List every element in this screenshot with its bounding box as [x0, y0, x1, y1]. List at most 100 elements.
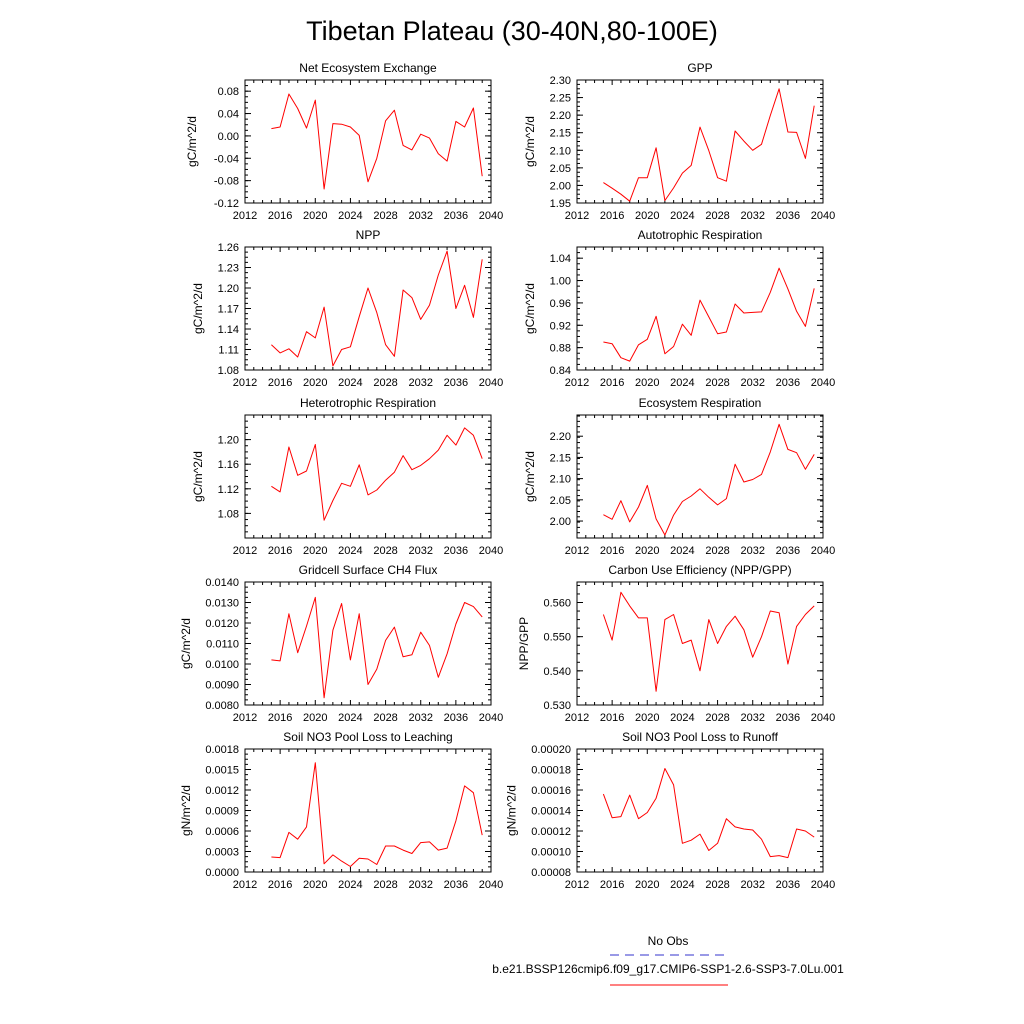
y-tick-label: 0.0009	[205, 806, 239, 818]
x-tick-label: 2032	[740, 712, 764, 724]
y-tick-label: 0.00014	[531, 806, 571, 818]
y-axis-label: gN/m^2/d	[505, 785, 519, 836]
y-tick-label: 2.15	[550, 452, 571, 464]
y-axis-label: gC/m^2/d	[179, 618, 193, 669]
x-tick-label: 2016	[268, 545, 292, 557]
x-tick-label: 2032	[408, 210, 432, 222]
figure-title: Tibetan Plateau (30-40N,80-100E)	[306, 16, 718, 46]
x-tick-label: 2040	[811, 712, 835, 724]
y-tick-label: 0.0012	[205, 785, 239, 797]
legend-label-model-run: b.e21.BSSP126cmip6.f09_g17.CMIP6-SSP1-2.…	[492, 962, 844, 976]
x-tick-label: 2032	[408, 545, 432, 557]
y-tick-label: 0.540	[543, 666, 571, 678]
series-line	[271, 93, 483, 190]
panel-9: 2012 2016 2020 2024 2028 2032 2036 2040 0.0000 0.…	[179, 730, 503, 891]
plot-frame	[576, 79, 824, 204]
x-tick-label: 2020	[635, 879, 659, 891]
y-tick-label: 2.00	[550, 516, 571, 528]
y-tick-label: 1.26	[218, 242, 239, 254]
x-tick-label: 2016	[600, 545, 624, 557]
x-tick-label: 2012	[233, 545, 257, 557]
x-tick-label: 2032	[740, 879, 764, 891]
y-tick-label: 0.08	[218, 86, 239, 98]
x-tick-label: 2040	[811, 210, 835, 222]
legend-label-no-obs: No Obs	[648, 934, 689, 948]
x-tick-label: 2024	[670, 712, 694, 724]
panel-title: Gridcell Surface CH4 Flux	[299, 563, 438, 577]
x-tick-label: 2028	[705, 545, 729, 557]
y-tick-label: 0.0003	[205, 847, 239, 859]
x-tick-label: 2036	[776, 712, 800, 724]
panel-6: 2012 2016 2020 2024 2028 2032 2036 2040 2.00 2.05…	[523, 396, 835, 557]
panel-2: 2012 2016 2020 2024 2028 2032 2036 2040 1.95 2.00…	[523, 61, 835, 222]
x-tick-label: 2020	[303, 545, 327, 557]
y-tick-label: 0.0006	[205, 826, 239, 838]
y-tick-label: 0.530	[543, 700, 571, 712]
x-tick-label: 2036	[444, 545, 468, 557]
y-tick-label: 1.20	[218, 283, 239, 295]
y-tick-label: 0.00008	[531, 867, 571, 879]
legend: No Obs b.e21.BSSP126cmip6.f09_g17.CMIP6-…	[492, 934, 844, 986]
x-tick-label: 2032	[408, 879, 432, 891]
series-line	[271, 427, 483, 521]
y-axis-label: gC/m^2/d	[191, 283, 205, 334]
y-tick-label: 0.96	[550, 298, 571, 310]
x-tick-label: 2032	[740, 210, 764, 222]
panel-1: 2012 2016 2020 2024 2028 2032 2036 2040 -0.12 -0.…	[185, 61, 503, 222]
x-tick-label: 2028	[373, 210, 397, 222]
x-tick-label: 2036	[776, 545, 800, 557]
x-tick-label: 2020	[303, 879, 327, 891]
y-tick-label: 2.30	[550, 75, 571, 87]
x-tick-label: 2028	[705, 879, 729, 891]
x-tick-label: 2040	[479, 377, 503, 389]
y-tick-label: 1.04	[550, 253, 571, 265]
x-tick-label: 2024	[338, 545, 362, 557]
y-axis-label: gC/m^2/d	[523, 283, 537, 334]
x-tick-label: 2012	[233, 377, 257, 389]
y-axis-label: gC/m^2/d	[191, 451, 205, 502]
x-tick-label: 2040	[479, 712, 503, 724]
panel-7: 2012 2016 2020 2024 2028 2032 2036 2040 0.0080 0.…	[179, 563, 503, 724]
panel-title: Heterotrophic Respiration	[300, 396, 436, 410]
x-tick-label: 2032	[740, 377, 764, 389]
x-tick-label: 2040	[479, 879, 503, 891]
x-tick-label: 2040	[479, 545, 503, 557]
y-tick-label: 2.00	[550, 180, 571, 192]
y-tick-label: 0.0090	[205, 680, 239, 692]
y-tick-label: 1.08	[218, 365, 239, 377]
x-tick-label: 2020	[303, 210, 327, 222]
x-tick-label: 2036	[776, 210, 800, 222]
series-line	[602, 591, 815, 692]
x-tick-label: 2028	[705, 210, 729, 222]
x-tick-label: 2028	[705, 712, 729, 724]
panel-3: 2012 2016 2020 2024 2028 2032 2036 2040 1.08 1.11…	[191, 228, 503, 389]
x-tick-label: 2024	[338, 712, 362, 724]
x-tick-label: 2012	[565, 377, 589, 389]
y-tick-label: 1.14	[218, 324, 239, 336]
y-tick-label: 0.00	[218, 131, 239, 143]
y-tick-label: 0.00010	[531, 847, 571, 859]
y-tick-label: 0.550	[543, 632, 571, 644]
x-tick-label: 2032	[408, 712, 432, 724]
x-tick-label: 2036	[444, 210, 468, 222]
x-tick-label: 2040	[811, 377, 835, 389]
y-tick-label: 0.00016	[531, 785, 571, 797]
y-tick-label: 1.16	[218, 459, 239, 471]
y-tick-label: 0.92	[550, 320, 571, 332]
y-tick-label: 1.11	[218, 345, 239, 357]
y-tick-label: -0.08	[214, 176, 239, 188]
y-tick-label: 0.0130	[205, 598, 239, 610]
y-tick-label: 0.0110	[206, 639, 239, 651]
x-tick-label: 2012	[565, 545, 589, 557]
x-tick-label: 2012	[233, 879, 257, 891]
panel-title: Soil NO3 Pool Loss to Runoff	[622, 730, 779, 744]
x-tick-label: 2028	[705, 377, 729, 389]
series-line	[271, 762, 483, 867]
x-tick-label: 2012	[233, 210, 257, 222]
y-tick-label: 0.0080	[205, 700, 239, 712]
y-tick-label: 0.00018	[531, 765, 571, 777]
y-axis-label: gC/m^2/d	[185, 116, 199, 167]
x-tick-label: 2012	[233, 712, 257, 724]
x-tick-label: 2040	[811, 879, 835, 891]
